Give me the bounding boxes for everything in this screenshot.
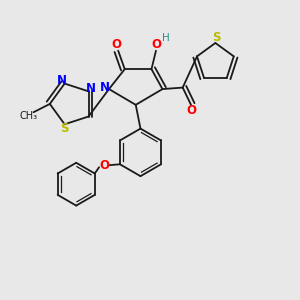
Text: N: N [100,81,110,94]
Text: O: O [99,159,110,172]
Text: N: N [57,74,67,87]
Text: H: H [162,33,169,43]
Text: S: S [213,31,221,44]
Text: S: S [60,122,68,135]
Text: O: O [187,104,196,117]
Text: N: N [86,82,96,95]
Text: O: O [152,38,161,51]
Text: CH₃: CH₃ [19,111,37,121]
Text: O: O [112,38,122,51]
